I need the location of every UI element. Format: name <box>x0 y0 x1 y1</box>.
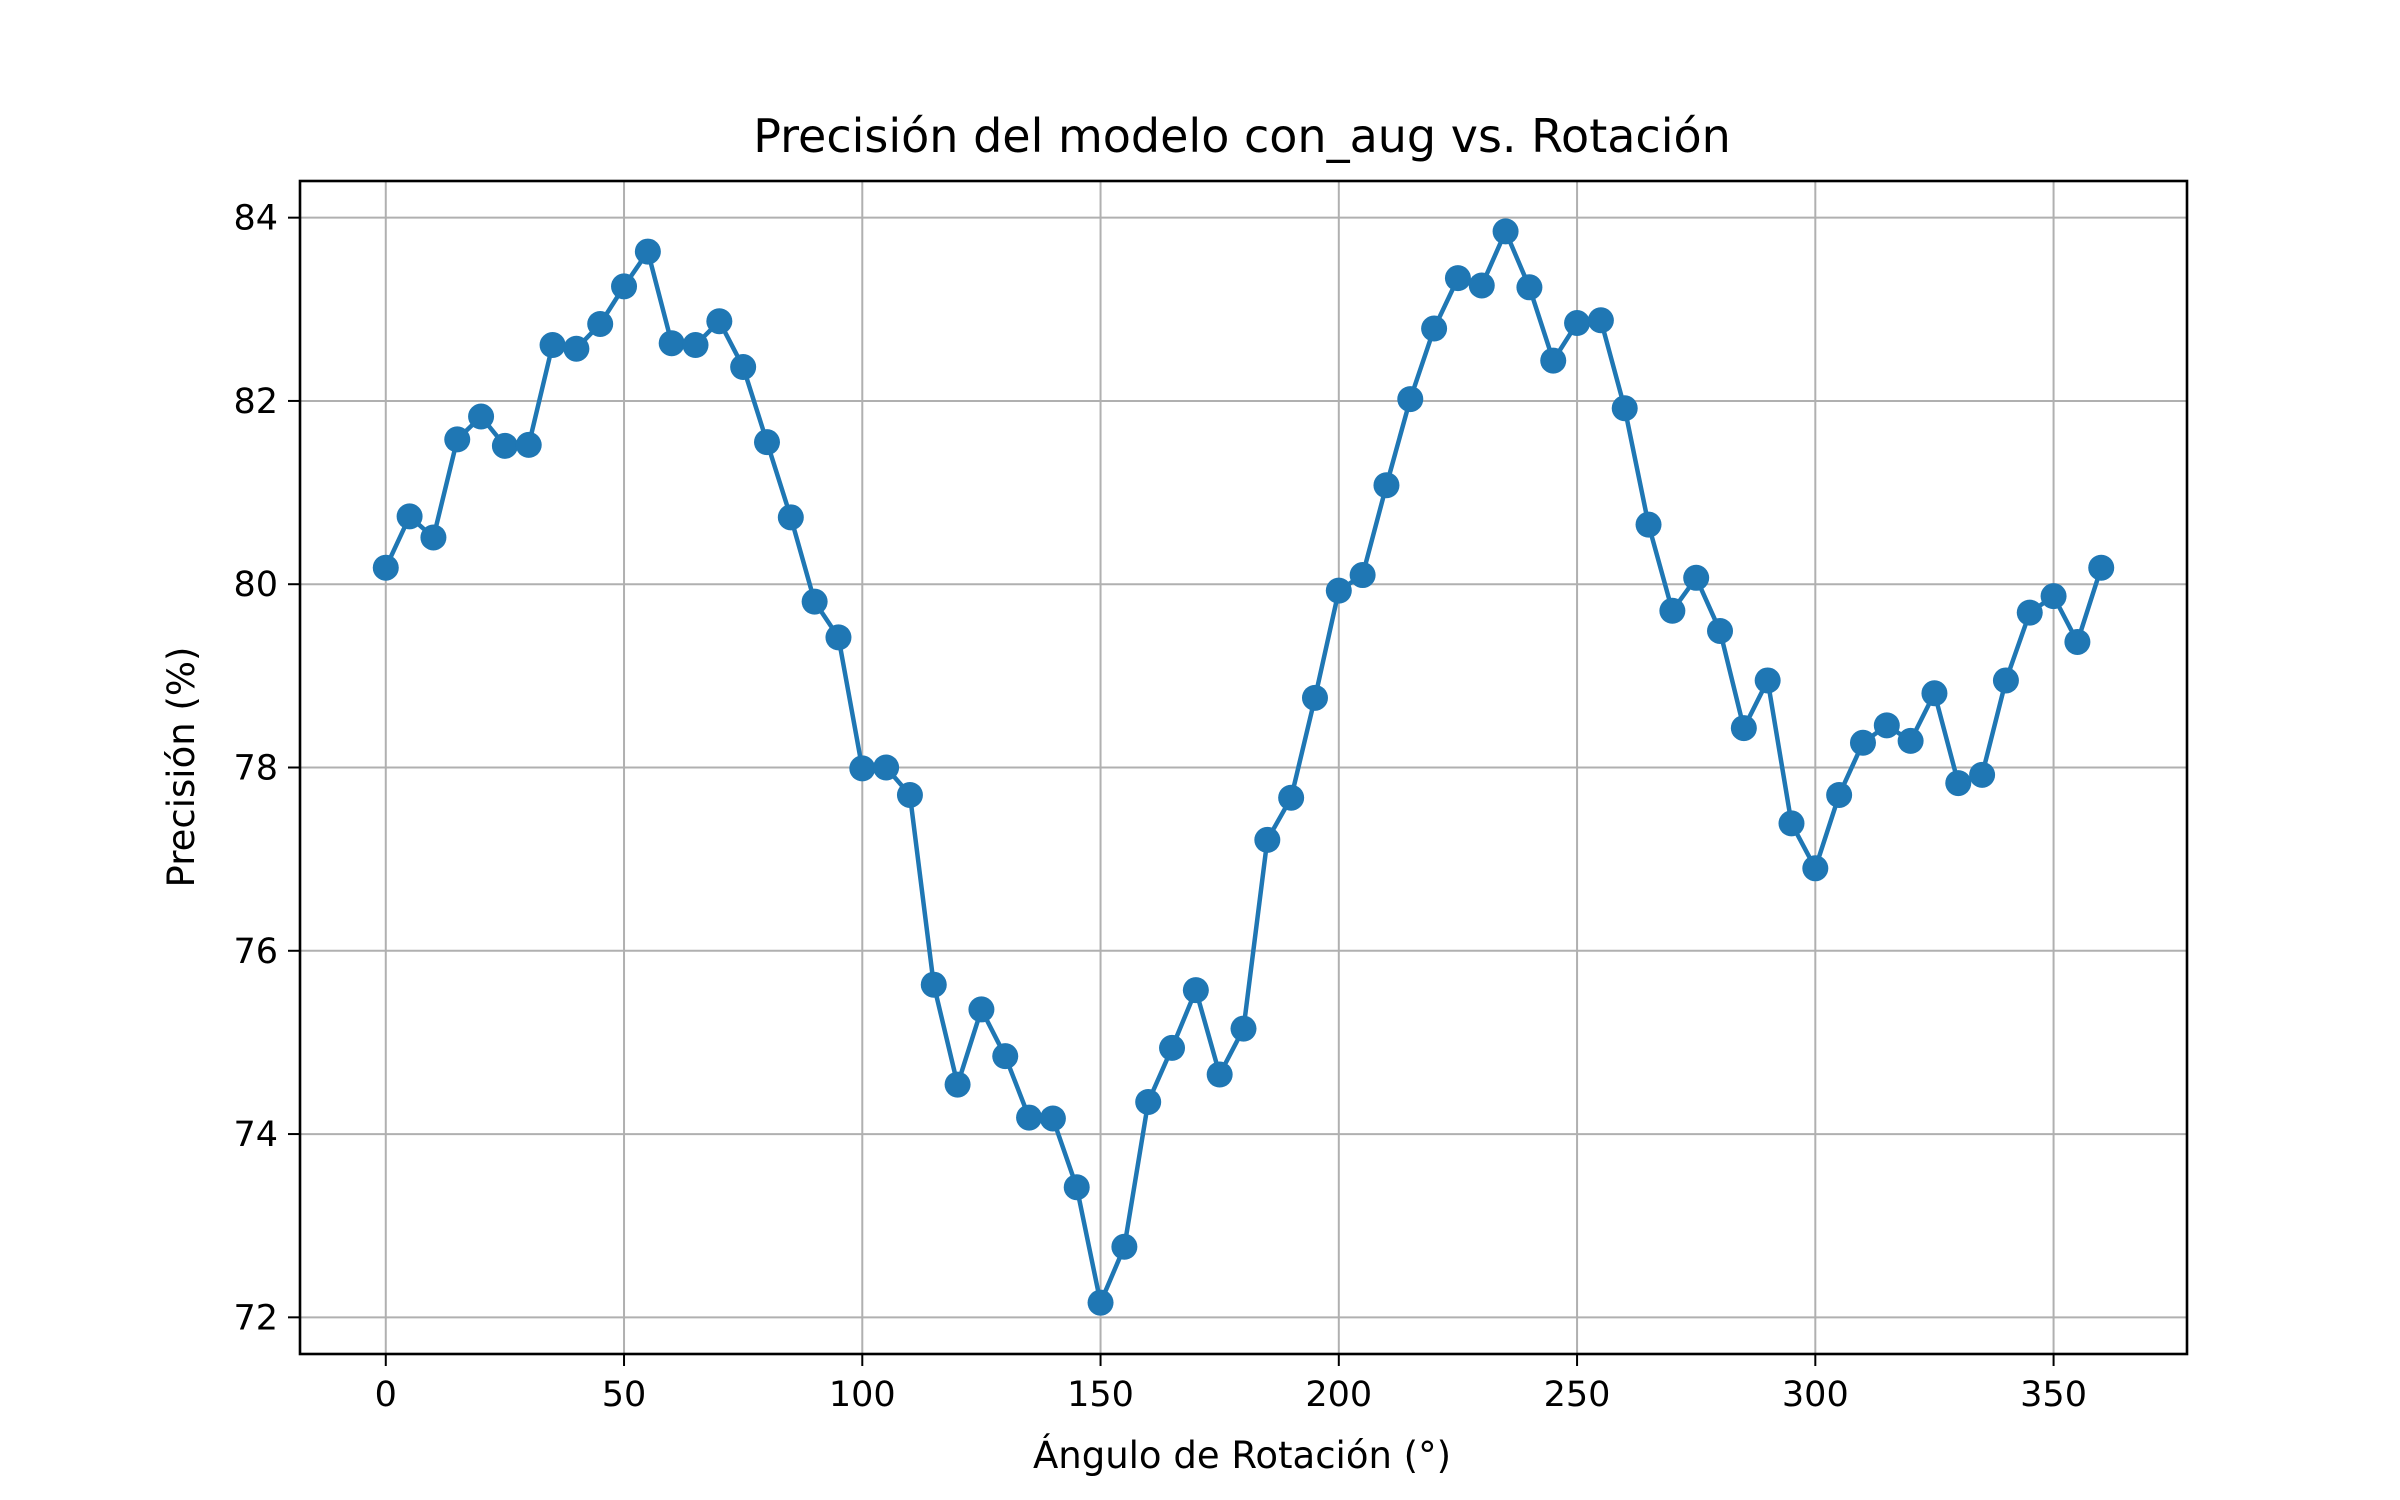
data-point <box>1945 770 1972 797</box>
data-point <box>1754 667 1781 694</box>
data-point <box>873 754 900 781</box>
data-point <box>1349 562 1376 589</box>
data-point <box>2088 554 2115 581</box>
data-point <box>1039 1105 1066 1132</box>
data-point <box>753 429 780 456</box>
y-tick-label: 76 <box>233 932 278 972</box>
data-point <box>1111 1233 1138 1260</box>
data-point <box>372 554 399 581</box>
data-point <box>1659 597 1686 624</box>
data-point <box>1159 1034 1186 1061</box>
data-point <box>1802 855 1829 882</box>
data-series <box>372 218 2115 1316</box>
x-axis-ticks: 0 50 100 150 200 250 300 350 <box>375 1354 2087 1415</box>
x-tick-label: 50 <box>602 1375 647 1415</box>
data-point <box>634 238 661 265</box>
data-point <box>1873 712 1900 739</box>
data-point <box>1421 315 1448 342</box>
data-point <box>1325 577 1352 604</box>
x-tick-label: 250 <box>1544 1375 1611 1415</box>
data-point <box>1730 715 1757 742</box>
data-point <box>849 755 876 782</box>
data-point <box>658 330 685 357</box>
data-point <box>1564 310 1591 337</box>
data-point <box>706 308 733 335</box>
data-point <box>1135 1088 1162 1115</box>
data-point <box>1516 274 1543 301</box>
data-point <box>682 332 709 359</box>
x-axis-label: Ángulo de Rotación (°) <box>1033 1433 1451 1477</box>
data-point <box>1087 1289 1114 1316</box>
data-point <box>1778 810 1805 837</box>
data-point <box>1397 386 1424 413</box>
x-tick-label: 150 <box>1067 1375 1134 1415</box>
data-point <box>468 403 495 430</box>
data-point <box>1492 218 1519 245</box>
data-point <box>1849 729 1876 756</box>
y-tick-label: 82 <box>233 382 278 422</box>
data-point <box>2064 628 2091 655</box>
data-point <box>801 588 828 615</box>
y-axis-label: Precisión (%) <box>160 647 203 888</box>
y-tick-label: 78 <box>233 749 278 789</box>
data-point <box>2016 599 2043 626</box>
x-tick-label: 350 <box>2020 1375 2087 1415</box>
data-point <box>1540 347 1567 374</box>
data-point <box>2040 583 2067 610</box>
data-point <box>1063 1174 1090 1201</box>
chart-title: Precisión del modelo con_aug vs. Rotació… <box>753 109 1731 163</box>
data-point <box>563 335 590 362</box>
data-point <box>1992 667 2019 694</box>
data-point <box>1921 680 1948 707</box>
data-point <box>730 354 757 381</box>
data-point <box>1301 684 1328 711</box>
data-point <box>1206 1061 1233 1088</box>
data-point <box>420 524 447 551</box>
y-tick-label: 72 <box>233 1298 278 1338</box>
data-point <box>1016 1104 1043 1131</box>
data-point <box>1897 727 1924 754</box>
data-point <box>1826 781 1853 808</box>
data-point <box>896 781 923 808</box>
data-point <box>1587 307 1614 334</box>
data-point <box>1373 472 1400 499</box>
data-point <box>444 426 471 453</box>
data-point <box>1230 1015 1257 1042</box>
data-point <box>1707 617 1734 644</box>
data-point <box>1254 826 1281 853</box>
data-point <box>1683 564 1710 591</box>
data-point <box>944 1071 971 1098</box>
grid <box>300 181 2187 1354</box>
data-point <box>1468 272 1495 299</box>
data-point <box>1611 395 1638 422</box>
data-point <box>1969 761 1996 788</box>
data-point <box>1278 784 1305 811</box>
data-point <box>515 431 542 458</box>
data-point <box>1182 977 1209 1004</box>
x-tick-label: 300 <box>1782 1375 1849 1415</box>
data-point <box>491 432 518 459</box>
data-point <box>920 971 947 998</box>
data-point <box>587 310 614 337</box>
y-tick-label: 80 <box>233 565 278 605</box>
data-point <box>777 504 804 531</box>
data-point <box>825 624 852 651</box>
data-point <box>968 996 995 1023</box>
y-tick-label: 84 <box>233 199 278 239</box>
y-tick-label: 74 <box>233 1115 278 1155</box>
x-tick-label: 100 <box>829 1375 896 1415</box>
data-point <box>396 503 423 530</box>
data-point <box>1635 511 1662 538</box>
data-point <box>539 332 566 359</box>
data-point <box>611 273 638 300</box>
x-tick-label: 200 <box>1305 1375 1372 1415</box>
y-axis-ticks: 72 74 76 78 80 82 84 <box>233 199 300 1338</box>
x-tick-label: 0 <box>375 1375 397 1415</box>
data-point <box>1444 265 1471 292</box>
data-point <box>992 1043 1019 1070</box>
